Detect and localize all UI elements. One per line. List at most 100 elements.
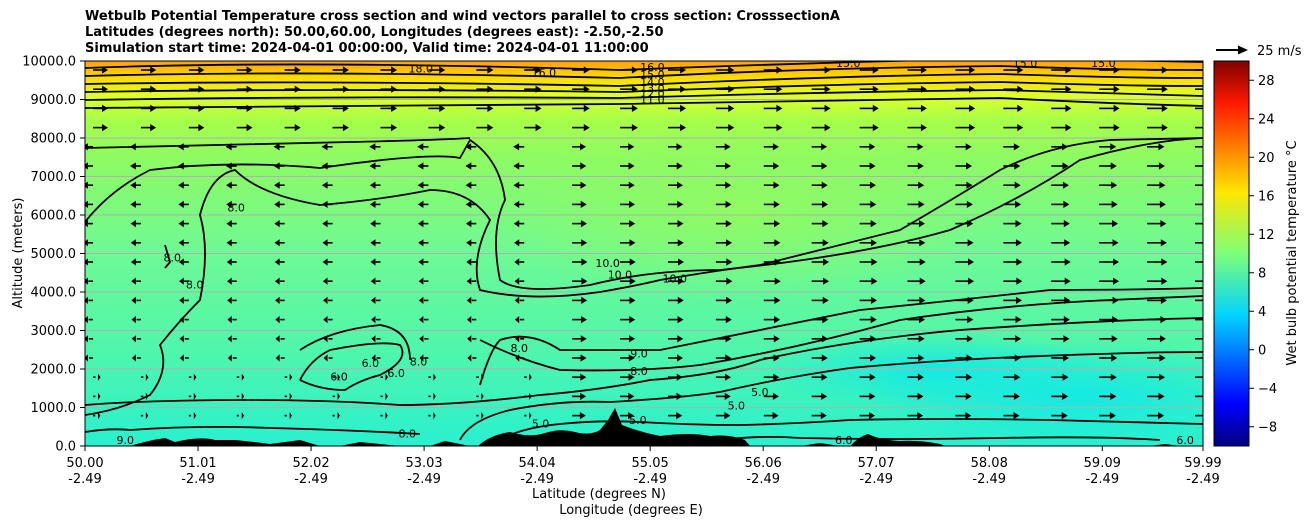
wind-vector (572, 392, 587, 400)
wind-vector (667, 85, 687, 93)
wind-vector (955, 373, 973, 381)
wind-vector (227, 316, 237, 324)
wind-vector (859, 277, 878, 285)
wind-vector (179, 277, 189, 285)
wind-vector (572, 335, 587, 343)
colorbar-tick-label: 8 (1258, 266, 1266, 281)
wind-vector (226, 200, 237, 208)
y-tick-label: 1000.0 (31, 401, 77, 416)
wind-vector (93, 66, 109, 74)
wind-vector (370, 239, 381, 247)
contour-label: 6.0 (362, 357, 380, 370)
wind-vector (715, 143, 731, 151)
colorbar-tick-label: −4 (1258, 382, 1277, 397)
wind-vector (667, 239, 684, 247)
wind-vector (955, 162, 973, 170)
wind-vector (763, 335, 780, 343)
wind-vector (572, 220, 587, 228)
wind-vector (369, 200, 381, 208)
wind-vector (465, 181, 477, 189)
y-tick-label: 3000.0 (31, 324, 77, 339)
wind-vector (715, 220, 732, 228)
svg-text:5.0: 5.0 (629, 414, 647, 427)
wind-vector (524, 373, 532, 381)
wind-vector (1195, 337, 1203, 340)
wind-vector (1147, 85, 1168, 93)
wind-vector (130, 220, 141, 228)
wind-vector (1051, 85, 1072, 93)
wind-vector (1099, 104, 1120, 112)
wind-vector (370, 296, 381, 304)
wind-vector (1051, 412, 1068, 420)
wind-vector (179, 296, 189, 304)
contour-line (85, 317, 1203, 406)
x-axis: 50.00-2.4951.01-2.4952.02-2.4953.03-2.49… (66, 446, 1222, 487)
colorbar-tick-label: −8 (1258, 420, 1277, 435)
wind-vector (955, 258, 975, 266)
wind-vector (1195, 222, 1203, 225)
colorbar: −8 −4 0 4 8 12 16 20 24 28 Wet bulb potential tem… (1213, 60, 1300, 447)
wind-vector (332, 392, 340, 400)
wind-key: 25 m/s (1216, 44, 1302, 59)
wind-vector (667, 104, 687, 112)
wind-vector (715, 258, 733, 266)
wind-vector (428, 392, 436, 400)
contour-label: 11.0 (640, 94, 665, 107)
wind-vector (955, 181, 973, 189)
wind-vector (572, 66, 590, 74)
wind-vector (322, 239, 333, 247)
wind-vector (236, 392, 245, 400)
wind-vector (380, 85, 398, 93)
wind-vector (284, 124, 301, 132)
wind-vector (715, 335, 732, 343)
wind-vector (811, 162, 828, 170)
wind-vector (667, 373, 683, 381)
svg-text:6.0: 6.0 (330, 371, 348, 384)
wind-vector (284, 85, 301, 93)
contour-label: 5.0 (728, 400, 746, 413)
x-tick-label-lat: 52.02 (292, 456, 329, 471)
contour-label: 14.0 (640, 76, 665, 89)
wind-vector (1147, 277, 1168, 285)
wind-vector (955, 66, 976, 74)
wind-vector (1003, 373, 1021, 381)
wind-vector (667, 277, 685, 285)
wind-vector (572, 239, 588, 247)
wind-vector (93, 412, 101, 420)
wind-vector (955, 354, 973, 362)
svg-text:8.0: 8.0 (510, 342, 528, 355)
contour-label: 13.0 (640, 82, 665, 95)
wind-vector (1099, 220, 1119, 228)
wind-vector (428, 66, 446, 74)
contour-label: 15.0 (836, 61, 861, 70)
wind-vectors (85, 66, 1203, 420)
wind-vector (811, 143, 828, 151)
wind-vector (763, 316, 781, 324)
svg-text:14.0: 14.0 (640, 76, 665, 89)
wind-vector (763, 296, 781, 304)
wind-vector (514, 258, 525, 266)
wind-vector (955, 296, 974, 304)
x-tick-label-lon: -2.49 (746, 472, 780, 487)
wind-vector (321, 143, 333, 151)
wind-vector (1051, 258, 1071, 266)
wind-vector (955, 335, 973, 343)
wind-vector (763, 220, 781, 228)
wind-vector (1051, 66, 1072, 74)
wind-vector (667, 66, 687, 74)
wind-vector (763, 354, 780, 362)
contour-line (85, 89, 1203, 101)
wind-vector (763, 124, 783, 132)
wind-vector (955, 104, 976, 112)
contour-label: 15.0 (640, 68, 665, 81)
wind-vector (131, 277, 141, 285)
contour-label: 8.0 (410, 355, 428, 368)
wind-vector (380, 392, 388, 400)
wind-vector (763, 412, 779, 420)
wind-vector (572, 412, 586, 420)
wind-vector (1195, 414, 1203, 417)
wind-vector (620, 296, 636, 304)
x-tick-label-lon: -2.49 (520, 472, 554, 487)
wind-vector (188, 412, 197, 420)
wind-vector (859, 124, 879, 132)
